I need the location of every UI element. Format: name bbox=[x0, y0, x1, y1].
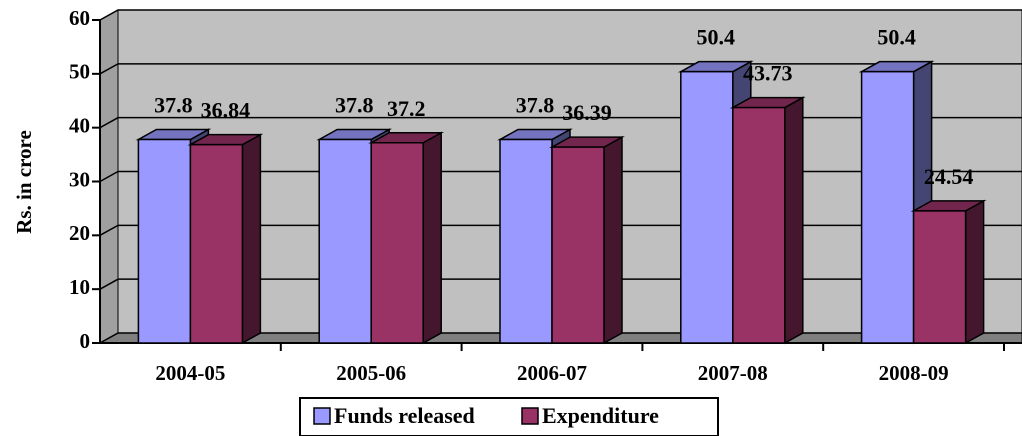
y-axis-label: Rs. in crore bbox=[12, 130, 36, 234]
bar bbox=[370, 141, 424, 344]
value-label: 37.2 bbox=[387, 96, 426, 121]
bar bbox=[189, 143, 244, 344]
bar-side bbox=[784, 96, 804, 345]
bar bbox=[499, 138, 553, 344]
y-tick-label: 40 bbox=[69, 113, 90, 137]
bar-side bbox=[964, 199, 985, 345]
y-tick-label: 60 bbox=[69, 6, 90, 30]
value-label: 36.39 bbox=[562, 100, 612, 125]
bar bbox=[732, 106, 786, 344]
value-label: 50.4 bbox=[697, 25, 736, 50]
bar bbox=[860, 70, 915, 344]
value-label: 50.4 bbox=[877, 25, 916, 50]
value-label: 37.8 bbox=[516, 93, 555, 118]
y-tick-label: 0 bbox=[80, 329, 91, 353]
x-tick-label: 2007-08 bbox=[698, 361, 768, 385]
legend-box bbox=[299, 397, 719, 436]
bar bbox=[318, 138, 372, 344]
bar bbox=[551, 146, 605, 344]
value-label: 37.8 bbox=[154, 93, 193, 118]
value-label: 36.84 bbox=[201, 98, 251, 123]
legend-swatch bbox=[521, 407, 539, 425]
bar-side bbox=[603, 135, 623, 345]
value-label: 43.73 bbox=[743, 61, 793, 86]
bar bbox=[912, 210, 967, 344]
x-tick-label: 2004-05 bbox=[155, 361, 225, 385]
y-tick-label: 20 bbox=[69, 221, 90, 245]
y-tick-label: 10 bbox=[69, 275, 90, 299]
value-label: 24.54 bbox=[924, 164, 974, 189]
bar-side bbox=[422, 131, 442, 345]
legend-label: Funds released bbox=[334, 403, 475, 428]
grid-line bbox=[99, 9, 1022, 21]
bar bbox=[137, 138, 192, 344]
x-tick-label: 2005-06 bbox=[336, 361, 406, 385]
y-tick-label: 50 bbox=[69, 60, 90, 84]
bar-side bbox=[241, 133, 262, 345]
value-label: 37.8 bbox=[335, 93, 374, 118]
legend-label: Expenditure bbox=[542, 403, 659, 428]
x-tick-label: 2006-07 bbox=[517, 361, 587, 385]
legend-swatch bbox=[313, 407, 331, 425]
x-tick-label: 2008-09 bbox=[879, 361, 949, 385]
y-tick-label: 30 bbox=[69, 167, 90, 191]
bar bbox=[680, 70, 734, 344]
